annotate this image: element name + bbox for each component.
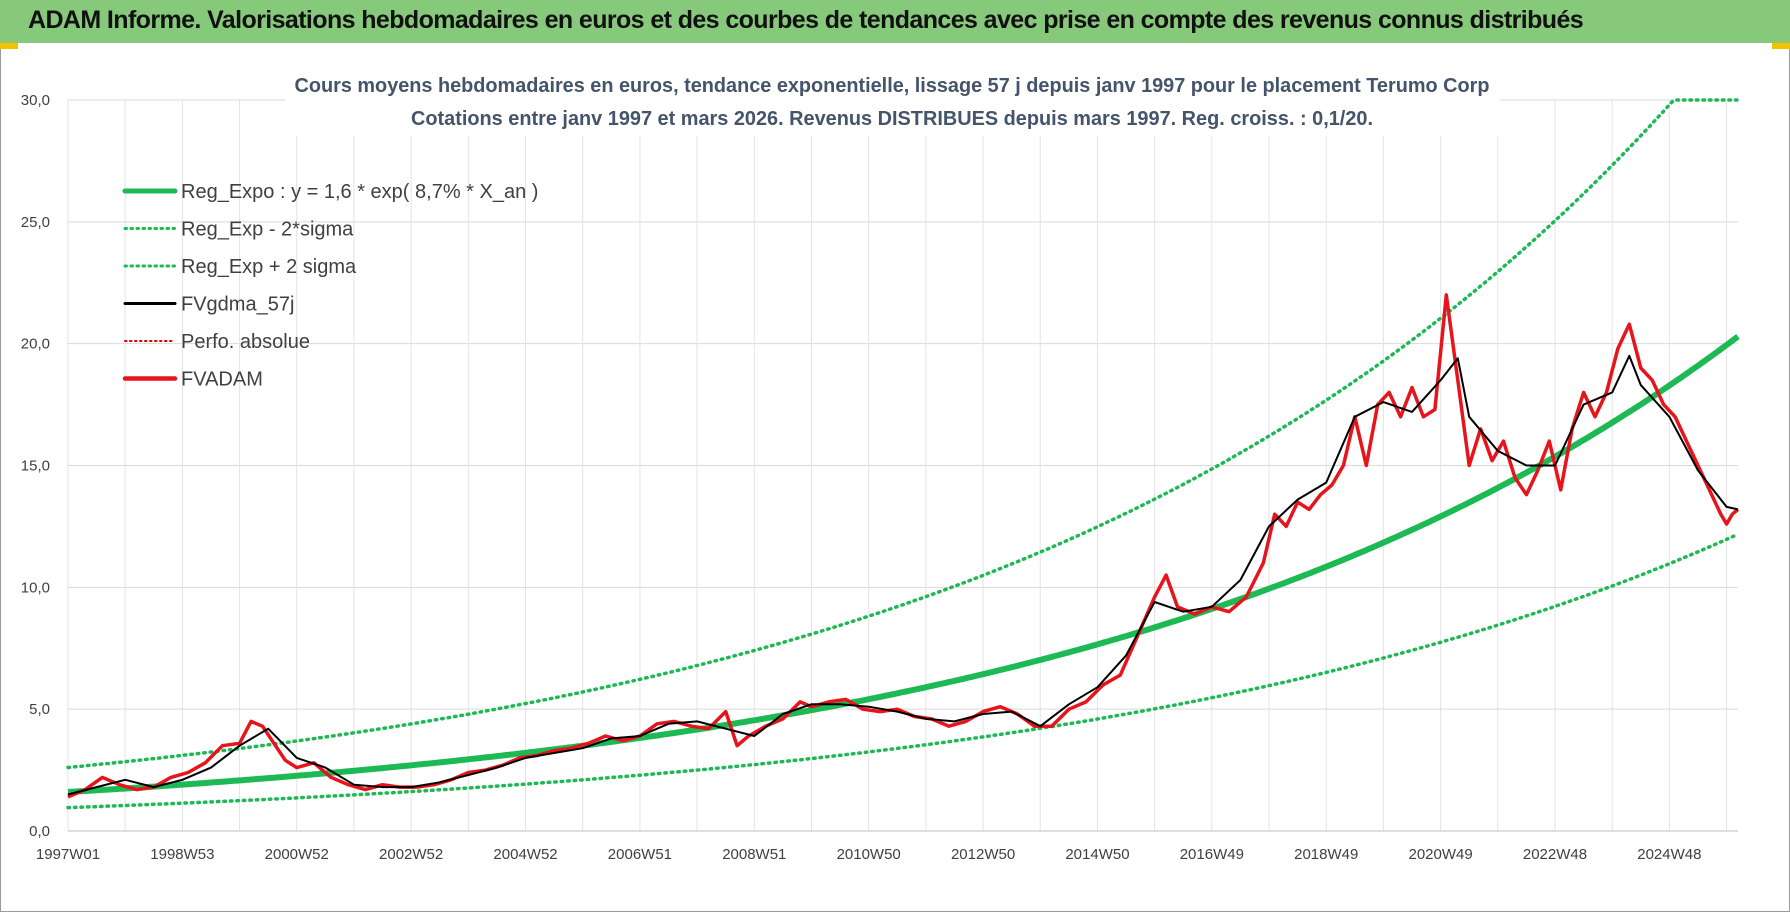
header-banner: ADAM Informe. Valorisations hebdomadaire… [0,0,1790,43]
series-fvadam [67,293,1740,799]
chart-grid [67,99,1738,832]
banner-title: ADAM Informe. Valorisations hebdomadaire… [28,6,1584,34]
legend-label: FVgdma_57j [181,294,294,316]
x-tick-label: 2020W49 [1408,846,1472,863]
legend-label: Reg_Exp - 2*sigma [181,219,354,241]
legend-label: FVADAM [181,369,263,391]
series-reg-exp-high [66,98,1740,770]
x-tick-label: 2018W49 [1294,846,1358,863]
x-tick-label: 2024W48 [1637,846,1701,863]
x-tick-label: 2022W48 [1523,846,1587,863]
x-tick-label: 2006W51 [608,846,672,863]
x-tick-label: 2016W49 [1180,846,1244,863]
corner-mark-right [1772,43,1790,49]
y-tick-label: 0,0 [29,823,50,840]
y-tick-label: 5,0 [29,701,50,718]
y-axis: 0,0 5,0 10,0 15,0 20,0 25,0 30,0 [21,92,50,840]
x-tick-label: 1998W53 [150,846,214,863]
legend-label: Reg_Exp + 2 sigma [181,256,357,278]
title-backdrop [285,68,1500,136]
legend-label: Reg_Expo : y = 1,6 * exp( 8,7% * X_an ) [181,181,538,203]
x-tick-label: 2010W50 [837,846,901,863]
x-tick-label: 2004W52 [493,846,557,863]
series-reg-exp-low [66,532,1740,810]
chart-title: Cours moyens hebdomadaires en euros, ten… [295,75,1490,97]
chart-series [66,98,1740,810]
x-tick-label: 1997W01 [36,846,100,863]
x-axis: 1997W01 1998W53 2000W52 2002W52 2004W52 2006W… [36,846,1702,863]
x-tick-label: 2014W50 [1065,846,1129,863]
y-tick-label: 20,0 [21,336,50,353]
chart-subtitle: Cotations entre janv 1997 et mars 2026. … [411,108,1373,130]
x-tick-label: 2000W52 [265,846,329,863]
series-fvgdma-57j [67,354,1739,796]
y-tick-label: 25,0 [21,214,50,231]
x-tick-label: 2008W51 [722,846,786,863]
y-tick-label: 30,0 [21,92,50,109]
series-reg-expo [67,334,1740,795]
y-tick-label: 10,0 [21,579,50,596]
legend-label: Perfo. absolue [181,331,310,353]
corner-mark-left [0,43,18,49]
x-tick-label: 2012W50 [951,846,1015,863]
x-tick-label: 2002W52 [379,846,443,863]
legend: Reg_Expo : y = 1,6 * exp( 8,7% * X_an ) R… [122,181,538,391]
y-tick-label: 15,0 [21,458,50,475]
